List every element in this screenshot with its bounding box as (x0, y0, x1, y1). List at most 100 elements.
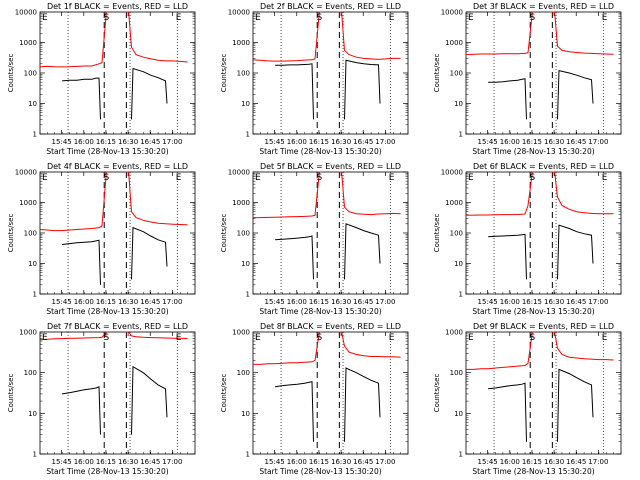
panel-det-1: Det 1f BLACK = Events, RED = LLD 1 10 100 10… (7, 2, 196, 156)
plot-title: Det 5f BLACK = Events, RED = LLD (260, 162, 401, 171)
plot-title: Det 9f BLACK = Events, RED = LLD (473, 322, 614, 331)
interval-marker-e: E (42, 173, 48, 183)
y-tick-label: 100 (24, 230, 37, 238)
events-series-line (344, 59, 381, 120)
events-series-line (131, 365, 168, 435)
x-tick-label: 17:00 (588, 298, 608, 306)
y-tick-label: 1 (33, 451, 37, 459)
x-tick-label: 15:45 (478, 298, 498, 306)
y-tick-label: 1000 (232, 199, 250, 207)
events-series-line (62, 77, 101, 120)
x-tick-label: 16:15 (522, 138, 542, 146)
x-tick-label: 16:45 (353, 458, 373, 466)
lld-series-line (551, 171, 614, 215)
lld-series-line (551, 331, 614, 361)
interval-marker-e: E (176, 173, 182, 183)
y-tick-label: 10000 (228, 9, 250, 17)
panel-det-5: Det 5f BLACK = Events, RED = LLD 1 10 100 10… (220, 162, 409, 316)
y-tick-label: 10000 (441, 9, 463, 17)
events-series-line (488, 233, 527, 280)
y-tick-label: 1000 (445, 199, 463, 207)
y-axis-label: Counts/sec (220, 214, 228, 253)
x-tick-label: 16:45 (566, 138, 586, 146)
y-tick-label: 10000 (15, 9, 37, 17)
interval-marker-e: E (468, 173, 474, 183)
events-series-line (488, 382, 527, 442)
interval-marker-s: S (529, 333, 535, 343)
y-tick-label: 10 (241, 100, 250, 108)
y-tick-label: 1000 (445, 329, 463, 337)
events-series-line (62, 386, 101, 435)
lld-series-line (465, 11, 534, 56)
interval-marker-e: E (389, 333, 395, 343)
y-tick-label: 1000 (232, 39, 250, 47)
lld-series-line (252, 11, 321, 62)
events-series-line (488, 78, 527, 120)
x-tick-label: 17:00 (588, 138, 608, 146)
x-tick-label: 16:15 (96, 458, 116, 466)
x-axis-label: Start Time (28-Nov-13 15:30:20) (46, 467, 168, 476)
x-tick-label: 16:45 (353, 298, 373, 306)
x-tick-label: 16:30 (118, 138, 138, 146)
y-tick-label: 1 (459, 131, 463, 139)
interval-marker-e: E (42, 13, 48, 23)
x-tick-label: 16:45 (566, 298, 586, 306)
y-axis-label: Counts/sec (7, 374, 15, 413)
interval-marker-e: E (602, 173, 608, 183)
x-tick-label: 16:15 (96, 298, 116, 306)
y-tick-label: 10 (241, 260, 250, 268)
y-tick-label: 1 (246, 451, 250, 459)
x-tick-label: 15:45 (478, 458, 498, 466)
plot-title: Det 1f BLACK = Events, RED = LLD (47, 2, 188, 11)
panel-det-6: Det 6f BLACK = Events, RED = LLD 1 10 100 10… (433, 162, 622, 316)
y-axis-label: Counts/sec (433, 54, 441, 93)
x-axis-label: Start Time (28-Nov-13 15:30:20) (46, 147, 168, 156)
x-tick-label: 16:15 (96, 138, 116, 146)
events-series-line (131, 67, 168, 120)
interval-marker-e: E (389, 173, 395, 183)
x-tick-label: 16:30 (331, 138, 351, 146)
interval-marker-e: E (602, 13, 608, 23)
y-tick-label: 10 (28, 100, 37, 108)
events-series-line (344, 367, 381, 442)
y-tick-label: 100 (24, 70, 37, 78)
events-series-line (344, 223, 381, 280)
x-tick-label: 15:45 (265, 458, 285, 466)
plot-title: Det 4f BLACK = Events, RED = LLD (47, 162, 188, 171)
panel-det-2: Det 2f BLACK = Events, RED = LLD 1 10 100 10… (220, 2, 409, 156)
x-tick-label: 15:45 (52, 138, 72, 146)
y-axis-label: Counts/sec (220, 54, 228, 93)
events-series-line (557, 368, 594, 442)
y-tick-label: 10 (454, 100, 463, 108)
y-tick-label: 100 (24, 369, 37, 377)
interval-marker-e: E (602, 333, 608, 343)
x-tick-label: 17:00 (375, 298, 395, 306)
y-tick-label: 1000 (232, 329, 250, 337)
interval-marker-e: E (468, 333, 474, 343)
x-tick-label: 16:30 (118, 458, 138, 466)
y-tick-label: 100 (237, 230, 250, 238)
y-tick-label: 10000 (15, 169, 37, 177)
plot-frame (39, 11, 196, 135)
x-axis-label: Start Time (28-Nov-13 15:30:20) (472, 147, 594, 156)
x-tick-label: 16:45 (566, 458, 586, 466)
y-tick-label: 1 (33, 131, 37, 139)
interval-marker-e: E (255, 13, 261, 23)
plot-title: Det 3f BLACK = Events, RED = LLD (473, 2, 614, 11)
x-tick-label: 15:45 (265, 138, 285, 146)
x-tick-label: 16:00 (287, 298, 307, 306)
interval-marker-s: S (529, 13, 535, 23)
interval-marker-s: S (316, 333, 322, 343)
y-tick-label: 100 (450, 230, 463, 238)
lld-series-line (125, 11, 188, 63)
y-tick-label: 10000 (228, 169, 250, 177)
events-series-line (131, 226, 168, 280)
plot-title: Det 2f BLACK = Events, RED = LLD (260, 2, 401, 11)
plot-frame (252, 171, 409, 295)
y-tick-label: 1 (33, 291, 37, 299)
x-tick-label: 17:00 (162, 458, 182, 466)
panel-det-3: Det 3f BLACK = Events, RED = LLD 1 10 100 10… (433, 2, 622, 156)
x-tick-label: 16:30 (544, 458, 564, 466)
y-axis-label: Counts/sec (7, 214, 15, 253)
